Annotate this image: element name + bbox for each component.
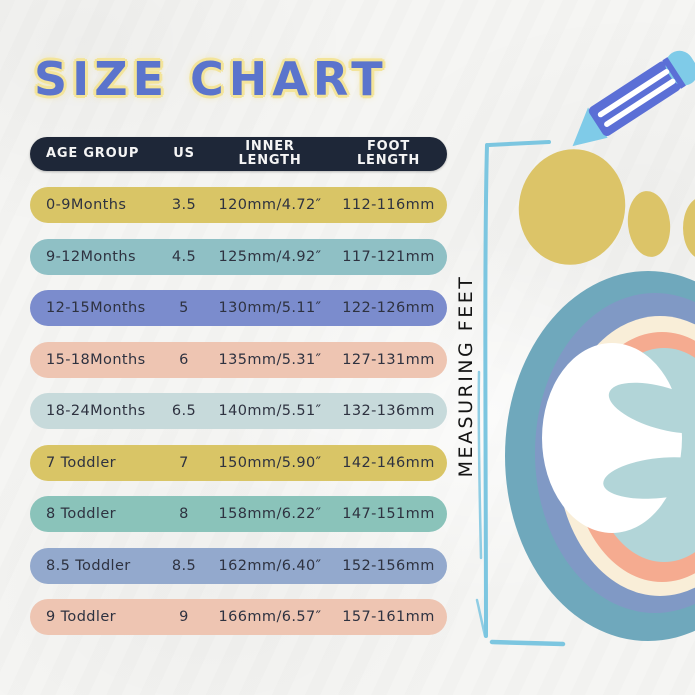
measuring-feet-label: MEASURING FEET xyxy=(455,274,477,478)
cell-inner: 140mm/5.51″ xyxy=(218,403,322,419)
foot-squiggle-top xyxy=(608,382,695,434)
header-age-group: AGE GROUP xyxy=(46,146,140,162)
cell-age: 9-12Months xyxy=(46,248,136,265)
cell-age: 7 Toddler xyxy=(46,454,117,471)
cell-inner: 125mm/4.92″ xyxy=(218,248,322,265)
cell-us: 8.5 xyxy=(171,557,197,574)
cell-foot: 117-121mm xyxy=(342,248,435,265)
size-chart-table: AGE GROUP US INNER LENGTH FOOT LENGTH 0-… xyxy=(30,137,447,635)
table-body: 0-9Months 3.5 120mm/4.72″ 112-116mm 9-12… xyxy=(30,187,447,635)
cell-foot: 157-161mm xyxy=(342,609,435,625)
pencil-icon xyxy=(572,50,695,147)
cell-us: 5 xyxy=(179,300,189,316)
cell-age: 0-9Months xyxy=(46,197,127,213)
cell-us: 8 xyxy=(179,506,189,522)
big-toe xyxy=(518,149,626,265)
table-row: 15-18Months 6 135mm/5.31″ 127-131mm xyxy=(30,341,447,378)
cell-us: 3.5 xyxy=(171,197,197,213)
measuring-bracket-icon xyxy=(475,140,566,647)
cell-foot: 122-126mm xyxy=(342,300,435,316)
second-toe xyxy=(627,191,671,257)
foot-highlight-blob xyxy=(542,343,682,533)
cell-age: 8 Toddler xyxy=(46,506,117,522)
page-title: SIZE CHART xyxy=(34,52,388,106)
table-header: AGE GROUP US INNER LENGTH FOOT LENGTH xyxy=(30,137,447,171)
foot-illustration xyxy=(505,149,695,641)
cell-inner: 120mm/4.72″ xyxy=(218,197,322,213)
cell-age: 12-15Months xyxy=(46,300,146,316)
cell-inner: 162mm/6.40″ xyxy=(218,557,322,574)
cell-age: 9 Toddler xyxy=(46,609,117,625)
cell-age: 18-24Months xyxy=(46,403,146,419)
cell-us: 7 xyxy=(179,454,189,471)
table-row: 9 Toddler 9 166mm/6.57″ 157-161mm xyxy=(30,599,447,635)
cell-foot: 142-146mm xyxy=(342,454,435,471)
table-row: 8.5 Toddler 8.5 162mm/6.40″ 152-156mm xyxy=(30,547,447,584)
cell-us: 4.5 xyxy=(171,248,197,265)
cell-us: 6 xyxy=(179,351,189,368)
cell-foot: 112-116mm xyxy=(342,197,435,213)
cell-foot: 152-156mm xyxy=(342,557,435,574)
cell-us: 6.5 xyxy=(171,403,197,419)
header-us: US xyxy=(173,146,195,162)
table-row: 8 Toddler 8 158mm/6.22″ 147-151mm xyxy=(30,496,447,532)
cell-inner: 150mm/5.90″ xyxy=(218,454,322,471)
cell-foot: 147-151mm xyxy=(342,506,435,522)
cell-foot: 127-131mm xyxy=(342,351,435,368)
table-row: 9-12Months 4.5 125mm/4.92″ 117-121mm xyxy=(30,238,447,275)
header-inner-length: INNER LENGTH xyxy=(238,139,302,168)
cell-inner: 166mm/6.57″ xyxy=(218,609,322,625)
cell-inner: 135mm/5.31″ xyxy=(218,351,322,368)
foot-squiggle-bottom xyxy=(603,457,695,499)
table-row: 18-24Months 6.5 140mm/5.51″ 132-136mm xyxy=(30,393,447,429)
third-toe xyxy=(683,199,695,257)
table-row: 7 Toddler 7 150mm/5.90″ 142-146mm xyxy=(30,444,447,481)
cell-age: 8.5 Toddler xyxy=(46,557,131,574)
cell-age: 15-18Months xyxy=(46,351,146,368)
cell-foot: 132-136mm xyxy=(342,403,435,419)
cell-inner: 158mm/6.22″ xyxy=(218,506,322,522)
table-row: 0-9Months 3.5 120mm/4.72″ 112-116mm xyxy=(30,187,447,223)
table-row: 12-15Months 5 130mm/5.11″ 122-126mm xyxy=(30,290,447,326)
header-foot-length: FOOT LENGTH xyxy=(356,139,421,168)
cell-us: 9 xyxy=(179,609,189,625)
cell-inner: 130mm/5.11″ xyxy=(218,300,322,316)
